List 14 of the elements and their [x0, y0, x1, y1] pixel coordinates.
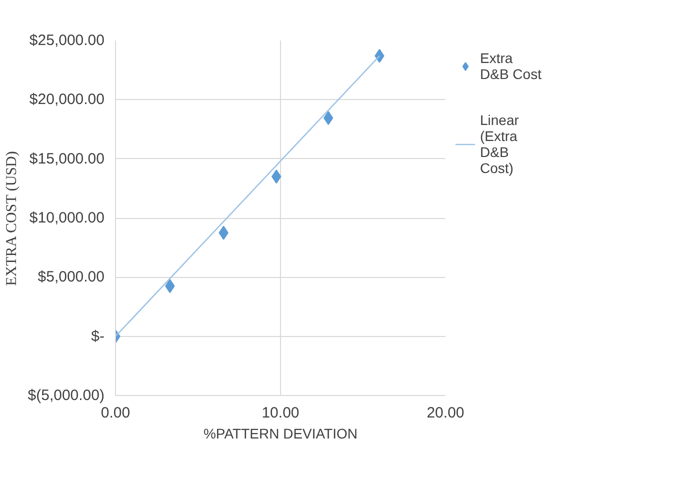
x-tick-label: 20.00 [426, 404, 464, 422]
x-tick-label: 0.00 [100, 404, 130, 422]
y-tick-label: $20,000.00 [29, 91, 105, 108]
y-tick-label: $(5,000.00) [28, 387, 105, 404]
x-tick-label: 10.00 [262, 404, 300, 422]
y-tick-label: $15,000.00 [29, 150, 105, 168]
x-axis-title: %PATTERN DEVIATION [203, 426, 358, 442]
y-tick-label: $10,000.00 [29, 210, 105, 226]
y-tick-label: $25,000.00 [29, 32, 105, 49]
legend-label: Extra D&B Cost [480, 50, 542, 82]
y-tick-label: $5,000.00 [38, 268, 105, 286]
y-tick-label: $- [91, 328, 105, 345]
y-axis-title: EXTRA COST (USD) [4, 151, 20, 286]
legend-label: Linear (Extra D&B Cost) [480, 112, 519, 176]
